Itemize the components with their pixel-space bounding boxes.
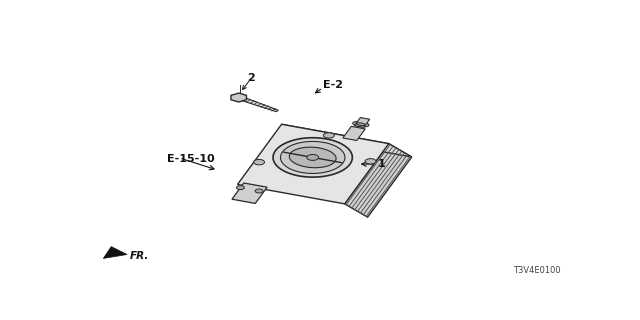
Polygon shape [231, 93, 246, 102]
Text: FR.: FR. [129, 251, 149, 261]
Polygon shape [289, 147, 336, 168]
Polygon shape [282, 124, 412, 157]
Text: 2: 2 [247, 73, 255, 83]
Text: E-15-10: E-15-10 [167, 154, 214, 164]
Polygon shape [280, 141, 345, 173]
Text: E-2: E-2 [323, 80, 343, 90]
Circle shape [323, 133, 334, 138]
Text: T3V4E0100: T3V4E0100 [513, 266, 561, 275]
Polygon shape [273, 138, 353, 177]
Circle shape [236, 186, 244, 190]
Polygon shape [237, 124, 388, 204]
Polygon shape [307, 155, 319, 160]
Circle shape [255, 189, 263, 193]
Text: 1: 1 [378, 159, 385, 169]
Polygon shape [237, 96, 278, 112]
Polygon shape [345, 144, 412, 217]
Polygon shape [343, 126, 365, 140]
Circle shape [253, 159, 264, 165]
Polygon shape [232, 183, 267, 204]
Circle shape [365, 159, 376, 164]
Polygon shape [103, 247, 127, 259]
Polygon shape [353, 122, 369, 127]
Polygon shape [355, 117, 370, 127]
Polygon shape [356, 123, 365, 125]
